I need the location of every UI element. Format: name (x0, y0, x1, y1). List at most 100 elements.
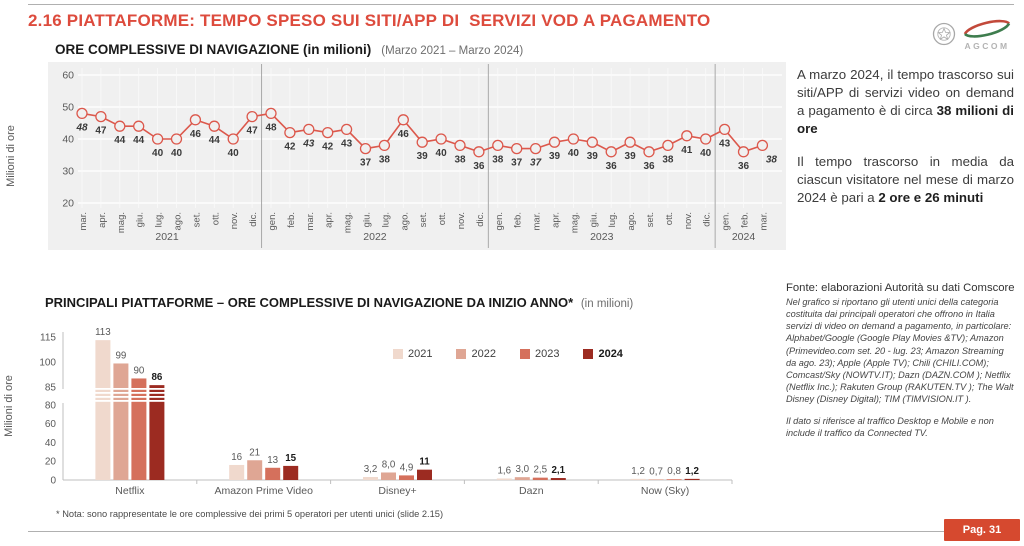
svg-text:60: 60 (45, 419, 57, 430)
svg-text:38: 38 (492, 154, 504, 165)
svg-text:44: 44 (114, 135, 126, 146)
svg-text:feb.: feb. (513, 212, 524, 228)
svg-text:Milioni di ore: Milioni di ore (5, 125, 17, 187)
svg-text:41: 41 (681, 145, 693, 156)
svg-text:80: 80 (45, 400, 57, 411)
agcom-logo: AGCOM (928, 8, 1020, 54)
svg-text:39: 39 (587, 151, 599, 162)
svg-text:16: 16 (231, 452, 242, 463)
svg-text:mag.: mag. (343, 212, 354, 233)
svg-text:39: 39 (625, 151, 637, 162)
svg-text:40: 40 (171, 148, 183, 159)
svg-text:15: 15 (285, 453, 296, 464)
svg-text:46: 46 (190, 129, 202, 140)
svg-text:50: 50 (62, 102, 74, 114)
legend-label-2023: 2023 (534, 348, 560, 360)
svg-text:115: 115 (40, 332, 56, 343)
svg-text:37: 37 (511, 158, 523, 169)
svg-text:38: 38 (379, 154, 391, 165)
svg-text:2024: 2024 (732, 231, 756, 243)
svg-text:ago.: ago. (173, 212, 184, 231)
legend-item-2024: 2024 (583, 348, 623, 360)
svg-text:feb.: feb. (740, 212, 751, 228)
footer-divider (28, 531, 1020, 532)
agcom-logo-graphic: AGCOM (932, 19, 1011, 51)
svg-text:Disney+: Disney+ (378, 485, 416, 497)
svg-text:0,8: 0,8 (667, 466, 681, 477)
svg-text:mar.: mar. (532, 212, 543, 230)
svg-text:Netflix: Netflix (115, 485, 145, 497)
svg-text:gen.: gen. (267, 212, 278, 231)
line-chart-title: ORE COMPLESSIVE DI NAVIGAZIONE (in milio… (55, 42, 372, 57)
footnote: * Nota: sono rappresentate le ore comple… (56, 509, 444, 519)
svg-text:giu.: giu. (135, 212, 146, 227)
svg-text:1,6: 1,6 (497, 465, 511, 476)
svg-text:mar.: mar. (305, 212, 316, 230)
svg-text:38: 38 (662, 154, 674, 165)
top-divider (28, 4, 1014, 5)
svg-text:nov.: nov. (456, 212, 467, 229)
svg-text:36: 36 (738, 161, 750, 172)
svg-text:3,2: 3,2 (364, 464, 378, 475)
svg-text:43: 43 (719, 138, 731, 149)
svg-text:4,9: 4,9 (400, 462, 414, 473)
svg-text:lug.: lug. (154, 212, 165, 227)
page-number-badge: Pag. 31 (944, 519, 1020, 541)
svg-text:30: 30 (62, 166, 74, 178)
svg-text:dic.: dic. (702, 212, 713, 227)
svg-text:feb.: feb. (286, 212, 297, 228)
source-title: Fonte: elaborazioni Autorità su dati Com… (786, 282, 1015, 294)
svg-text:43: 43 (341, 138, 353, 149)
legend-label-2021: 2021 (408, 348, 433, 360)
svg-text:ago.: ago. (399, 212, 410, 231)
svg-text:mar.: mar. (758, 212, 769, 230)
legend-swatch-2023 (519, 349, 530, 359)
svg-text:40: 40 (62, 134, 74, 146)
svg-text:0: 0 (50, 476, 56, 487)
bar-chart-legend: 2021 2022 2023 2024 (393, 348, 623, 360)
svg-text:37: 37 (530, 158, 542, 169)
page-title: 2.16 PIATTAFORME: TEMPO SPESO SUI SITI/A… (28, 11, 711, 30)
svg-text:ott.: ott. (437, 212, 448, 225)
svg-text:Dazn: Dazn (519, 485, 544, 497)
svg-text:60: 60 (62, 70, 74, 82)
svg-text:1,2: 1,2 (631, 466, 645, 477)
bar-chart-heading: PRINCIPALI PIATTAFORME – ORE COMPLESSIVE… (45, 295, 633, 310)
svg-text:43: 43 (302, 138, 315, 149)
svg-text:20: 20 (62, 198, 74, 210)
commentary-text-2: Il tempo trascorso in media da ciascun v… (797, 154, 1014, 206)
svg-text:11: 11 (419, 457, 430, 468)
svg-text:13: 13 (267, 455, 278, 466)
svg-text:44: 44 (133, 135, 145, 146)
svg-text:36: 36 (473, 161, 485, 172)
svg-text:giu.: giu. (362, 212, 373, 227)
svg-text:Milioni di ore: Milioni di ore (3, 375, 15, 437)
source-panel: Fonte: elaborazioni Autorità su dati Com… (786, 282, 1015, 440)
line-chart: 20 30 40 50 60 48 mar. 47 apr. 44 mag. 44 giu. 40 lug.… (0, 62, 786, 250)
svg-text:36: 36 (606, 161, 618, 172)
svg-text:ott.: ott. (210, 212, 221, 225)
svg-text:8,0: 8,0 (382, 459, 396, 470)
svg-text:apr.: apr. (551, 212, 562, 228)
svg-text:ago.: ago. (626, 212, 637, 231)
line-chart-range: (Marzo 2021 – Marzo 2024) (381, 45, 524, 57)
republic-emblem-icon (932, 22, 956, 46)
svg-text:42: 42 (322, 142, 334, 153)
svg-text:2021: 2021 (155, 231, 179, 243)
svg-text:apr.: apr. (97, 212, 108, 228)
svg-text:dic.: dic. (248, 212, 259, 227)
bar-chart-unit: (in milioni) (580, 298, 634, 310)
svg-text:38: 38 (766, 154, 778, 165)
svg-text:113: 113 (95, 327, 111, 338)
commentary-paragraph-2: Il tempo trascorso in media da ciascun v… (797, 153, 1014, 207)
svg-text:Now (Sky): Now (Sky) (641, 485, 689, 497)
svg-text:40: 40 (45, 438, 57, 449)
svg-text:mag.: mag. (116, 212, 127, 233)
legend-swatch-2022 (456, 349, 467, 359)
bar-chart-title: PRINCIPALI PIATTAFORME – ORE COMPLESSIVE… (45, 295, 574, 310)
svg-text:mar.: mar. (78, 212, 89, 230)
svg-text:giu.: giu. (588, 212, 599, 227)
source-note-2: Il dato si riferisce al traffico Desktop… (786, 416, 994, 439)
svg-text:40: 40 (152, 148, 164, 159)
svg-text:47: 47 (247, 126, 259, 137)
